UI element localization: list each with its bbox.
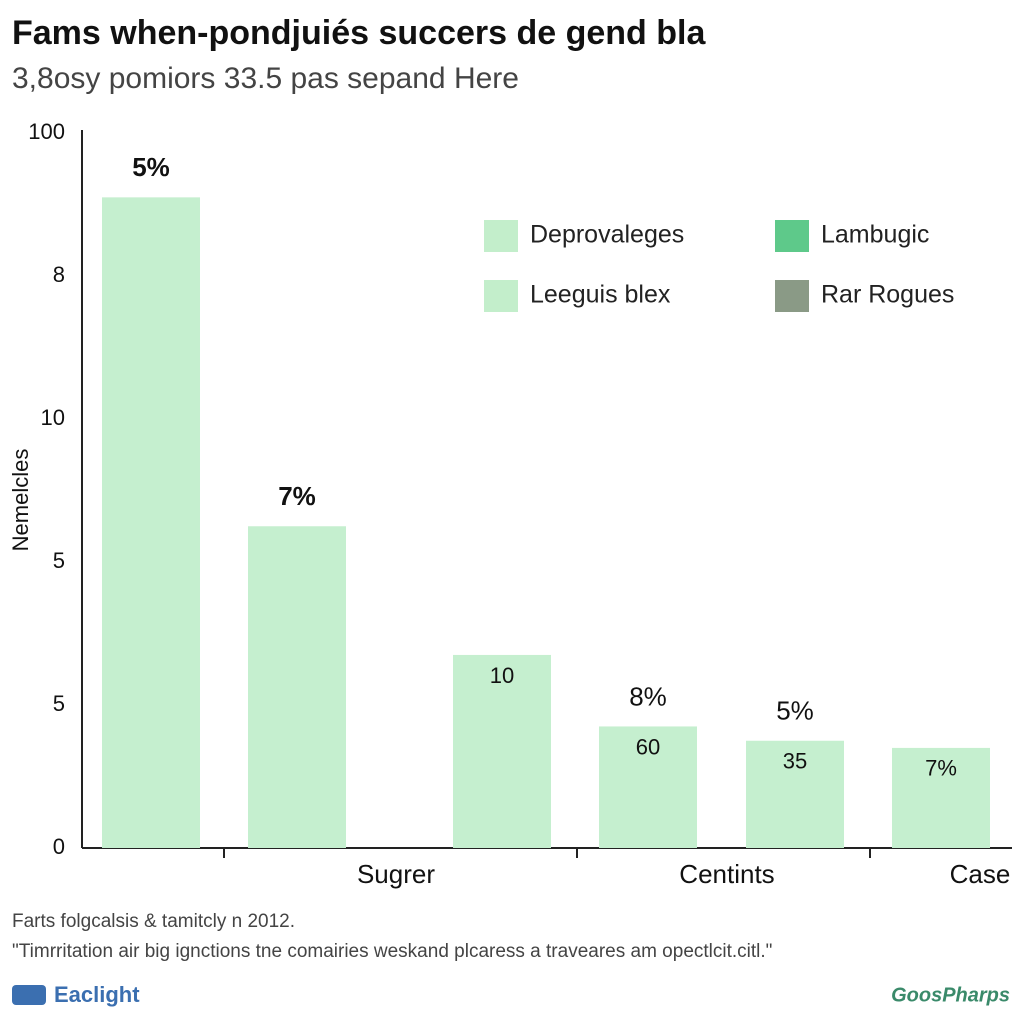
bar-label: 7% xyxy=(925,756,957,781)
y-tick-label: 5 xyxy=(53,548,65,573)
brand-icon xyxy=(12,985,46,1005)
y-tick-label: 100 xyxy=(28,119,65,144)
bar xyxy=(453,654,551,848)
y-tick-label: 10 xyxy=(41,405,65,430)
bar-label: 8% xyxy=(629,681,667,711)
y-axis-label: Nemelcles xyxy=(8,449,33,552)
bar-label: 35 xyxy=(783,749,807,774)
bar-label: 5% xyxy=(132,152,170,182)
y-tick-label: 5 xyxy=(53,691,65,716)
legend-swatch xyxy=(484,280,518,312)
source: Farts folgcalsis & tamitcly n 2012. xyxy=(12,911,295,932)
bar xyxy=(102,197,200,849)
bar-label: 10 xyxy=(490,663,514,688)
bar-label: 60 xyxy=(636,734,660,759)
bar xyxy=(248,526,346,848)
legend-label: Rar Rogues xyxy=(821,281,954,309)
x-tick-label: Case xyxy=(950,859,1011,889)
x-tick-label: Sugrer xyxy=(357,859,435,889)
legend-swatch xyxy=(775,280,809,312)
chart-title: Fams when-pondjuiés succers de gend bla xyxy=(12,14,706,52)
y-tick-label: 8 xyxy=(53,262,65,287)
chart-subtitle: 3,8osy pomiors 33.5 pas sepand Here xyxy=(12,62,519,95)
brand-left: Eaclight xyxy=(54,982,140,1007)
brand-right: GoosPharps xyxy=(891,984,1010,1006)
x-tick-label: Centints xyxy=(679,859,774,889)
legend-swatch xyxy=(484,220,518,252)
note: "Timrritation air big ignctions tne coma… xyxy=(12,941,772,962)
legend-label: Deprovaleges xyxy=(530,221,684,249)
bar xyxy=(599,726,697,848)
legend-label: Lambugic xyxy=(821,221,929,249)
y-tick-label: 0 xyxy=(53,834,65,859)
bar xyxy=(746,740,844,848)
legend-label: Leeguis blex xyxy=(530,281,671,309)
bar xyxy=(892,747,990,848)
bar-label: 7% xyxy=(278,481,316,511)
bar-label: 5% xyxy=(776,696,814,726)
legend-swatch xyxy=(775,220,809,252)
